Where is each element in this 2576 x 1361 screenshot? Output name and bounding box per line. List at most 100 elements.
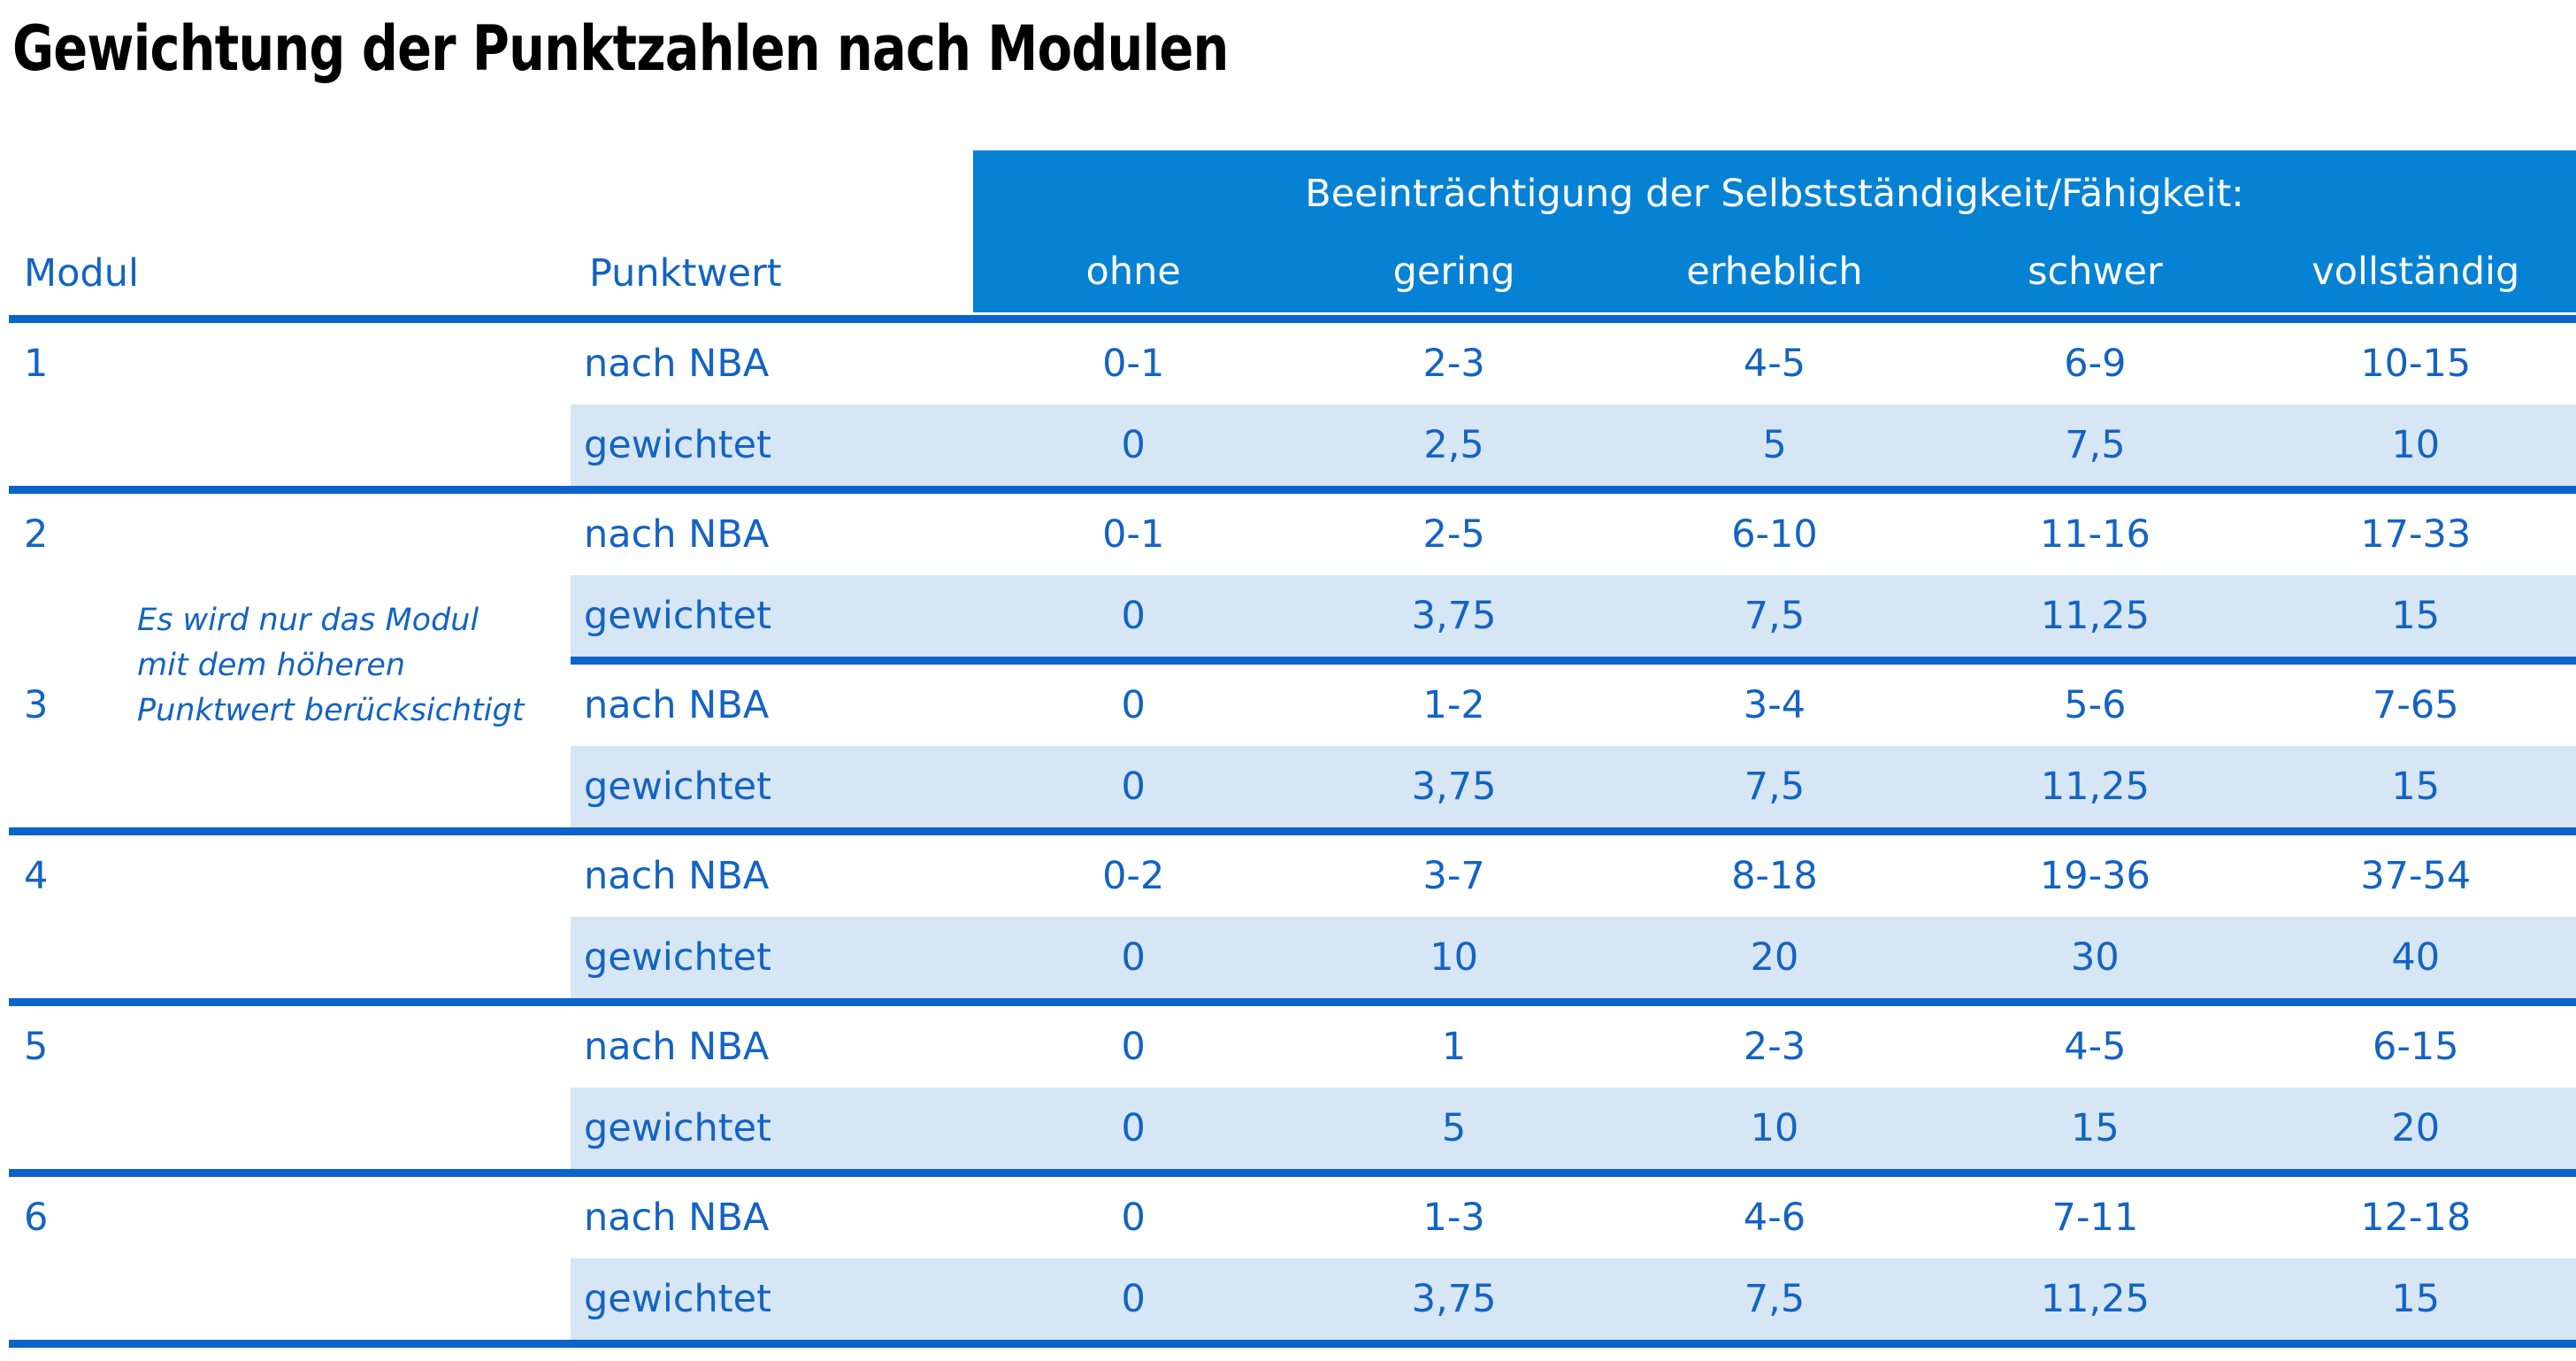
column-header-schwer: schwer [2028,250,2163,294]
cell-value: 3,75 [1411,765,1497,809]
table-row: gewichtet 0 3,75 7,5 11,25 15 [0,746,2576,827]
module-2-3-section: 2 nach NBA 0-1 2-5 6-10 11-16 17-33 gewi… [0,494,2576,827]
cell-value: 0-1 [1102,342,1165,386]
cell-value: 3,75 [1411,594,1497,638]
severity-column-headers: ohne gering erheblich schwer vollständig [973,253,2576,291]
cell-value: 8-18 [1731,854,1818,898]
row-label-gewichtet: gewichtet [584,423,771,467]
row-label-gewichtet: gewichtet [584,935,771,980]
table-row: gewichtet 0 3,75 7,5 11,25 15 [0,1258,2576,1340]
module-number: 5 [24,1025,49,1069]
row-label-gewichtet: gewichtet [584,1277,771,1321]
table-row: gewichtet 0 5 10 15 20 [0,1088,2576,1169]
module-1-section: 1 nach NBA 0-1 2-3 4-5 6-9 10-15 gewicht… [0,323,2576,486]
module-number: 6 [24,1196,49,1240]
cell-value: 7,5 [2065,423,2126,467]
cell-value: 10 [2391,423,2441,467]
cell-value: 20 [2391,1106,2441,1150]
cell-value: 11,25 [2040,594,2150,638]
cell-value: 0 [1121,1106,1146,1150]
cell-value: 10-15 [2360,342,2472,386]
column-header-modul: Modul [24,251,139,296]
cell-value: 17-33 [2360,512,2472,557]
cell-value: 0 [1121,423,1146,467]
table-row: 5 nach NBA 0 1 2-3 4-5 6-15 [0,1006,2576,1088]
module-5-section: 5 nach NBA 0 1 2-3 4-5 6-15 gewichtet 0 … [0,1006,2576,1169]
table-row: 1 nach NBA 0-1 2-3 4-5 6-9 10-15 [0,323,2576,404]
cell-value: 6-9 [2064,342,2127,386]
table-row: gewichtet 0 10 20 30 40 [0,917,2576,998]
cell-value: 2-5 [1422,512,1485,557]
cell-value: 0 [1121,1277,1146,1321]
cell-value: 6-15 [2372,1025,2459,1069]
module-6-section: 6 nach NBA 0 1-3 4-6 7-11 12-18 gewichte… [0,1177,2576,1340]
cell-value: 0 [1121,765,1146,809]
cell-value: 0-1 [1102,512,1165,557]
cell-value: 1-3 [1422,1196,1485,1240]
cell-value: 7-11 [2051,1196,2139,1240]
row-label-nach-nba: nach NBA [584,854,770,898]
cell-value: 3-7 [1422,854,1485,898]
table-row: gewichtet 0 3,75 7,5 11,25 15 [0,575,2576,657]
cell-value: 11-16 [2039,512,2150,557]
modules-2-3-note: Es wird nur das Modul mit dem höheren Pu… [137,598,524,734]
column-header-erheblich: erheblich [1686,250,1863,294]
cell-value: 2-3 [1422,342,1485,386]
table-bottom-rule [9,1340,2576,1348]
table-row: 6 nach NBA 0 1-3 4-6 7-11 12-18 [0,1177,2576,1258]
cell-value: 10 [1430,935,1478,980]
table-row: 2 nach NBA 0-1 2-5 6-10 11-16 17-33 [0,494,2576,575]
cell-value: 4-6 [1743,1196,1806,1240]
cell-value: 12-18 [2360,1196,2472,1240]
cell-value: 4-5 [2064,1025,2127,1069]
cell-value: 0 [1121,1196,1146,1240]
cell-value: 5 [1441,1106,1467,1150]
page-title: Gewichtung der Punktzahlen nach Modulen [12,12,1229,85]
row-label-nach-nba: nach NBA [584,1196,770,1240]
cell-value: 3-4 [1743,683,1806,727]
cell-value: 0 [1121,1025,1146,1069]
cell-value: 6-10 [1731,512,1818,557]
cell-value: 7-65 [2372,683,2459,727]
row-label-nach-nba: nach NBA [584,342,770,386]
module-number: 2 [24,512,49,557]
cell-value: 10 [1750,1106,1799,1150]
cell-value: 15 [2391,1277,2441,1321]
table-row: 4 nach NBA 0-2 3-7 8-18 19-36 37-54 [0,835,2576,917]
module-4-section: 4 nach NBA 0-2 3-7 8-18 19-36 37-54 gewi… [0,835,2576,998]
cell-value: 11,25 [2040,765,2150,809]
severity-header-box: Beeinträchtigung der Selbstständigkeit/F… [973,150,2576,312]
cell-value: 1 [1441,1025,1467,1069]
row-label-gewichtet: gewichtet [584,1106,771,1150]
cell-value: 15 [2391,765,2441,809]
column-header-gering: gering [1392,250,1515,294]
cell-value: 11,25 [2040,1277,2150,1321]
module-number: 3 [24,683,49,727]
note-line: Punktwert berücksichtigt [137,693,525,728]
cell-value: 0-2 [1102,854,1165,898]
severity-group-header: Beeinträchtigung der Selbstständigkeit/F… [1305,172,2244,216]
table-row: 3 nach NBA 0 1-2 3-4 5-6 7-65 [0,665,2576,746]
cell-value: 7,5 [1744,765,1806,809]
cell-value: 2-3 [1743,1025,1806,1069]
cell-value: 20 [1750,935,1799,980]
row-label-nach-nba: nach NBA [584,683,770,727]
column-header-ohne: ohne [1085,250,1181,294]
section-divider [9,486,2576,494]
partial-section-divider [571,657,2576,665]
note-line: Es wird nur das Modul [137,603,479,638]
cell-value: 15 [2391,594,2441,638]
cell-value: 5-6 [2064,683,2127,727]
cell-value: 0 [1121,594,1146,638]
table-row: gewichtet 0 2,5 5 7,5 10 [0,404,2576,486]
note-line: mit dem höheren [137,648,406,683]
section-divider [9,827,2576,835]
cell-value: 30 [2071,935,2120,980]
cell-value: 7,5 [1744,1277,1806,1321]
cell-value: 19-36 [2039,854,2150,898]
header-rule [9,315,2576,323]
row-label-gewichtet: gewichtet [584,765,771,809]
cell-value: 15 [2071,1106,2120,1150]
cell-value: 37-54 [2360,854,2472,898]
